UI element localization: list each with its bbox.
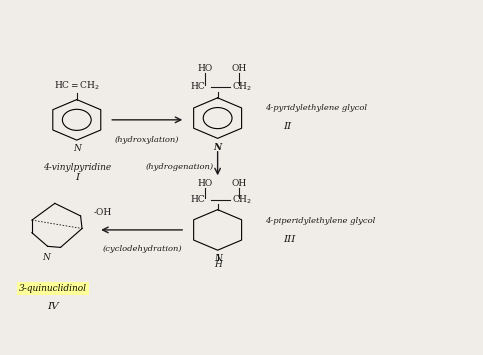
Text: HO: HO: [197, 179, 213, 188]
Text: 4-piperidylethylene glycol: 4-piperidylethylene glycol: [265, 217, 376, 225]
Text: I: I: [75, 173, 79, 182]
Text: (hydroxylation): (hydroxylation): [115, 136, 180, 143]
Text: (hydrogenation): (hydrogenation): [145, 163, 213, 171]
Text: HO: HO: [197, 64, 213, 73]
Text: 3-quinuclidinol: 3-quinuclidinol: [19, 284, 87, 293]
Text: N: N: [42, 253, 50, 262]
Text: 4-pyridylethylene glycol: 4-pyridylethylene glycol: [265, 104, 368, 111]
Text: III: III: [283, 235, 296, 244]
Text: IV: IV: [47, 301, 59, 311]
Text: OH: OH: [231, 64, 247, 73]
Text: CH$_2$: CH$_2$: [232, 80, 252, 93]
Text: N: N: [213, 254, 222, 263]
Text: CH$_2$: CH$_2$: [232, 193, 252, 206]
Text: (cyclodehydration): (cyclodehydration): [102, 245, 182, 253]
Text: HC$=$CH$_2$: HC$=$CH$_2$: [54, 80, 100, 92]
Text: N: N: [213, 143, 222, 152]
Text: H: H: [213, 260, 222, 269]
Text: HC: HC: [191, 195, 206, 204]
Text: N: N: [73, 144, 81, 153]
Text: OH: OH: [231, 179, 247, 188]
Text: 4-vinylpyridine: 4-vinylpyridine: [43, 163, 111, 172]
Text: II: II: [283, 122, 291, 131]
Text: HC: HC: [191, 82, 206, 91]
Text: -OH: -OH: [94, 208, 112, 217]
